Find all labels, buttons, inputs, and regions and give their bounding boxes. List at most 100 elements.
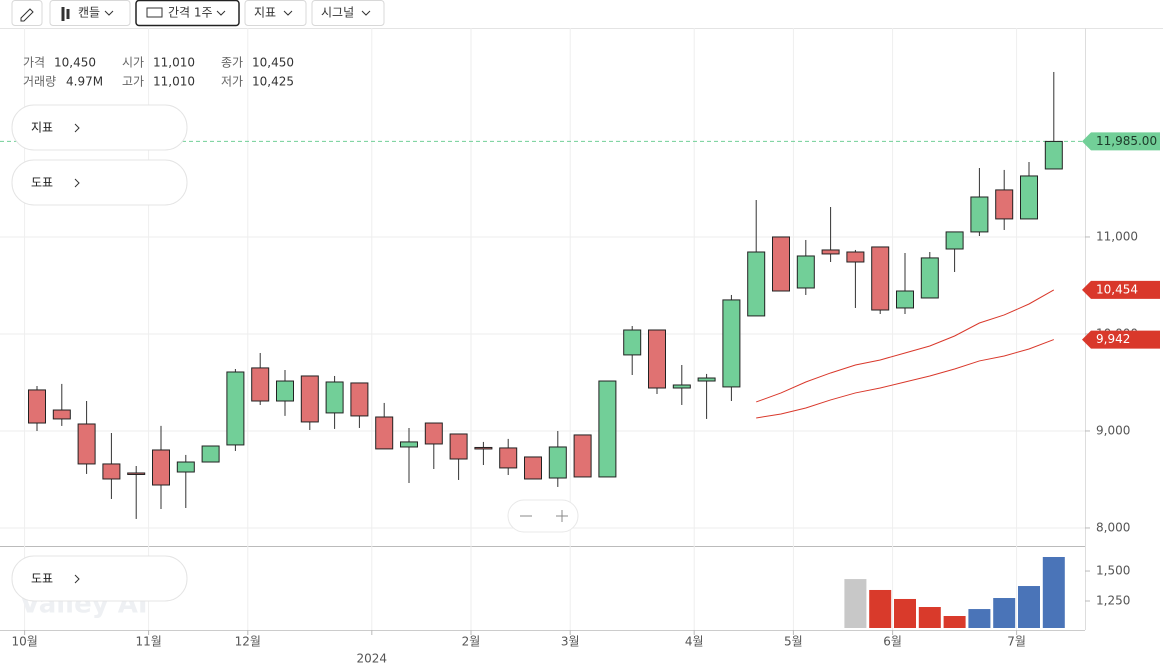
candle-body bbox=[52, 409, 71, 420]
x-tick-label: 2024 bbox=[357, 652, 388, 663]
candle-body bbox=[821, 249, 840, 255]
candle-body bbox=[945, 231, 964, 250]
side-chevron bbox=[74, 178, 80, 188]
toolbar-label: 지표 bbox=[254, 6, 276, 20]
candle-body bbox=[970, 196, 989, 233]
toolbar-label: 시그널 bbox=[321, 6, 354, 20]
info-value: 11,010 bbox=[153, 56, 195, 70]
candle-body bbox=[300, 375, 319, 423]
candle-body bbox=[424, 422, 443, 445]
candle-body bbox=[325, 381, 344, 414]
info-value: 10,450 bbox=[54, 56, 96, 70]
info-value: 10,425 bbox=[252, 75, 294, 89]
candle-body bbox=[28, 389, 46, 424]
x-tick-label: 3월 bbox=[561, 635, 580, 649]
info-value: 11,010 bbox=[153, 75, 195, 89]
x-tick-label: 11월 bbox=[135, 635, 161, 649]
volume-bar bbox=[918, 607, 941, 628]
info-value: 10,450 bbox=[252, 56, 294, 70]
candle-body bbox=[598, 380, 617, 478]
volume-tick-label: 1,500 bbox=[1096, 564, 1130, 578]
candle-body bbox=[573, 434, 592, 478]
candle-body bbox=[648, 329, 666, 389]
price-tag bbox=[1082, 330, 1160, 349]
candle-icon bbox=[61, 7, 70, 21]
candle-body bbox=[77, 423, 96, 465]
ruler-icon bbox=[146, 7, 163, 18]
plot: 8,0009,00010,00011,0001,2501,50010월11월12… bbox=[0, 28, 1160, 663]
candle-body bbox=[276, 380, 294, 402]
moving-average bbox=[756, 339, 1054, 419]
x-tick-label: 10월 bbox=[11, 635, 37, 649]
interval-button[interactable] bbox=[135, 0, 240, 27]
volume-bar bbox=[1018, 586, 1040, 628]
info-label: 종가 bbox=[221, 56, 243, 70]
price-tag bbox=[1082, 132, 1160, 151]
candle-body bbox=[846, 251, 865, 263]
info-label: 시가 bbox=[122, 56, 144, 70]
candle-body bbox=[722, 299, 741, 388]
candle-body bbox=[920, 257, 939, 299]
indicator-button[interactable] bbox=[244, 0, 307, 26]
candle-body bbox=[524, 456, 542, 480]
zoom-icons[interactable] bbox=[520, 510, 568, 522]
volume-bar bbox=[993, 598, 1016, 628]
side-button bbox=[11, 555, 188, 602]
candle-body bbox=[152, 449, 170, 486]
signal-button[interactable] bbox=[311, 0, 385, 26]
info-label: 가격 bbox=[23, 56, 45, 70]
candle-body bbox=[102, 463, 121, 480]
y-tick-label: 11,000 bbox=[1096, 229, 1138, 243]
candle-body bbox=[995, 189, 1014, 220]
candle-body bbox=[697, 377, 716, 382]
volume-tick-label: 1,250 bbox=[1096, 594, 1130, 608]
chevrons bbox=[104, 10, 371, 16]
info-label: 고가 bbox=[122, 75, 144, 89]
info-label: 거래량 bbox=[23, 75, 56, 89]
side-button bbox=[11, 159, 188, 206]
draw-button[interactable] bbox=[11, 0, 43, 26]
candle-body bbox=[400, 441, 418, 448]
volume-bar bbox=[968, 609, 991, 628]
info-value: 4.97M bbox=[66, 75, 103, 89]
volume-bar bbox=[844, 579, 867, 628]
candle-body bbox=[375, 416, 394, 450]
y-tick-label: 8,000 bbox=[1096, 520, 1130, 534]
price-tag-label: 11,985.00 bbox=[1096, 134, 1157, 148]
candle-body bbox=[772, 236, 790, 292]
candle-body bbox=[350, 382, 369, 417]
candle-body bbox=[747, 251, 766, 317]
candle-body bbox=[796, 255, 815, 289]
side-button bbox=[11, 104, 188, 151]
price-tag bbox=[1082, 280, 1160, 299]
candle-body bbox=[499, 447, 518, 469]
volume-bar bbox=[869, 589, 892, 628]
x-tick-label: 7월 bbox=[1007, 635, 1026, 649]
moving-average bbox=[756, 289, 1055, 403]
x-tick-label: 5월 bbox=[784, 635, 803, 649]
x-tick-label: 2월 bbox=[462, 635, 481, 649]
candle-button[interactable] bbox=[49, 0, 131, 26]
y-tick-label: 9,000 bbox=[1096, 423, 1130, 437]
zoom-control bbox=[507, 499, 579, 533]
side-chevron bbox=[74, 574, 80, 584]
candle-body bbox=[672, 384, 691, 389]
candle-body bbox=[226, 371, 245, 446]
candle-body bbox=[127, 472, 146, 475]
candle-body bbox=[449, 433, 468, 460]
x-tick-label: 12월 bbox=[235, 635, 261, 649]
side-chevron bbox=[74, 123, 80, 133]
candle-body bbox=[1020, 175, 1038, 220]
volume-bar bbox=[943, 616, 966, 628]
side-button-label: 도표 bbox=[31, 176, 53, 190]
price-tag-label: 10,454 bbox=[1096, 282, 1138, 296]
x-tick-label: 4월 bbox=[685, 635, 704, 649]
pencil-icon bbox=[20, 8, 34, 22]
volume-bar bbox=[894, 598, 916, 628]
volume-bar bbox=[1042, 556, 1065, 628]
candle-body bbox=[871, 246, 890, 311]
